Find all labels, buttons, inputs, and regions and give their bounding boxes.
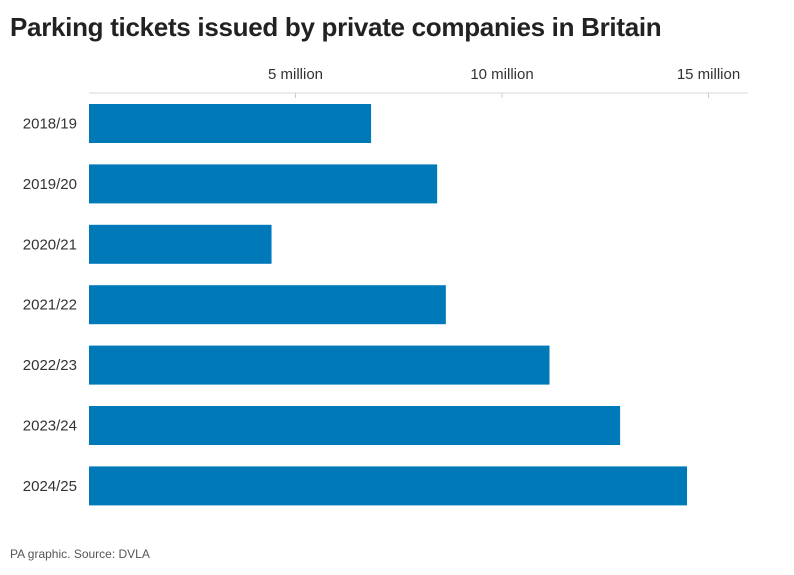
category-label: 2018/19: [23, 116, 77, 133]
x-tick-label: 10 million: [470, 66, 533, 83]
x-axis-ticks: 5 million 10 million 15 million: [268, 66, 740, 83]
bar-2023-24: [89, 406, 621, 445]
category-label: 2020/21: [23, 236, 77, 253]
y-axis-labels: 2018/19 2019/20 2020/21 2021/22 2022/23 2023/…: [23, 116, 77, 495]
bar-2018-19: [89, 104, 372, 143]
bar-2019-20: [89, 164, 438, 204]
x-tick-label: 5 million: [268, 66, 323, 83]
bar-2024-25: [89, 466, 688, 506]
category-label: 2019/20: [23, 176, 77, 193]
x-tick-label: 15 million: [677, 66, 740, 83]
bars: [89, 104, 688, 506]
bar-2022-23: [89, 345, 550, 385]
gridlines: [89, 92, 748, 98]
category-label: 2023/24: [23, 418, 77, 435]
bar-2020-21: [89, 224, 272, 264]
category-label: 2021/22: [23, 297, 77, 314]
bar-2021-22: [89, 285, 446, 325]
category-label: 2024/25: [23, 478, 77, 495]
category-label: 2022/23: [23, 357, 77, 374]
chart-title: Parking tickets issued by private compan…: [10, 12, 662, 42]
source-note: PA graphic. Source: DVLA: [10, 547, 150, 561]
